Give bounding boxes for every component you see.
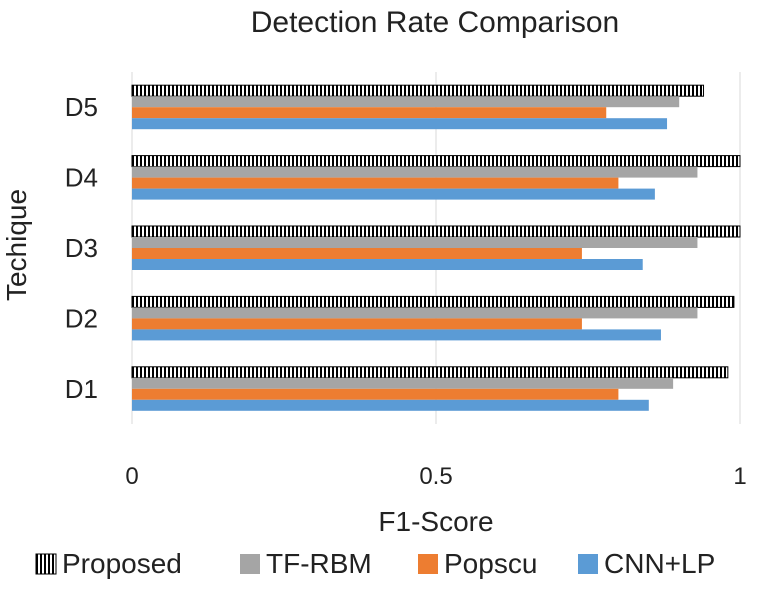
x-tick-label: 1	[733, 463, 746, 490]
legend-swatch-tf-rbm	[240, 554, 260, 574]
legend-label-cnn-lp: CNN+LP	[604, 548, 715, 579]
bar-tf-rbm-d1	[132, 377, 674, 389]
y-axis-title: Techique	[1, 189, 32, 301]
bar-proposed-d4	[131, 155, 741, 168]
legend-label-proposed: Proposed	[62, 548, 182, 579]
bar-cnn-lp-d2	[132, 329, 661, 341]
bar-popscu-d4	[132, 177, 619, 189]
category-label-d3: D3	[65, 233, 98, 263]
bar-popscu-d2	[132, 318, 582, 330]
legend-label-tf-rbm: TF-RBM	[266, 548, 372, 579]
x-tick-label: 0	[125, 463, 138, 490]
bar-popscu-d1	[132, 388, 619, 400]
bar-proposed-d1	[131, 366, 729, 379]
bar-tf-rbm-d2	[132, 307, 698, 319]
bar-popscu-d3	[132, 248, 582, 259]
category-label-d5: D5	[65, 92, 98, 122]
legend-swatch-popscu	[418, 554, 438, 574]
category-labels: D1 D2 D3 D4 D5	[65, 92, 98, 404]
bar-tf-rbm-d5	[132, 96, 680, 108]
category-label-d2: D2	[65, 303, 98, 333]
legend-swatch-proposed	[35, 553, 57, 575]
bar-tf-rbm-d3	[132, 237, 698, 248]
bar-tf-rbm-d4	[132, 166, 698, 178]
chart-title: Detection Rate Comparison	[251, 6, 620, 39]
legend-swatch-cnn-lp	[578, 554, 598, 574]
legend: Proposed TF-RBM Popscu CNN+LP	[35, 548, 715, 579]
bar-proposed-d3	[131, 225, 741, 238]
category-label-d1: D1	[65, 374, 98, 404]
legend-label-popscu: Popscu	[444, 548, 537, 579]
bar-proposed-d5	[131, 84, 705, 97]
bar-proposed-d2	[131, 295, 735, 308]
bar-cnn-lp-d5	[132, 118, 668, 130]
x-axis-title: F1-Score	[378, 506, 493, 537]
x-tick-label: 0.5	[419, 463, 452, 490]
category-label-d4: D4	[65, 163, 98, 193]
bar-popscu-d5	[132, 107, 607, 119]
bars	[131, 84, 741, 411]
x-tick-labels: 0 0.5 1	[125, 463, 746, 490]
bar-cnn-lp-d4	[132, 188, 655, 200]
bar-cnn-lp-d3	[132, 259, 643, 270]
bar-cnn-lp-d1	[132, 399, 649, 411]
